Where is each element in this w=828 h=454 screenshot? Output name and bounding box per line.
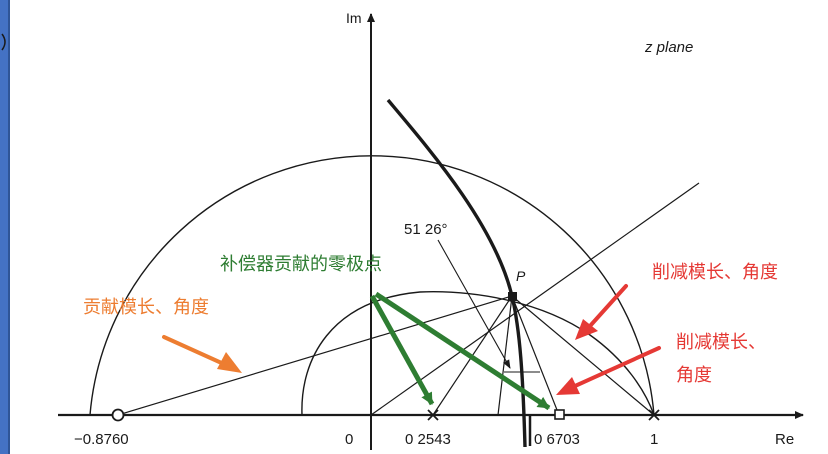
unit-circle-arc xyxy=(89,155,655,416)
pole-marker-1 xyxy=(648,409,660,421)
sidebar-stripe xyxy=(0,0,8,454)
pole-marker-0-2543 xyxy=(427,409,439,421)
point-p-marker xyxy=(508,292,517,301)
clipped-parenthesis xyxy=(1,33,6,51)
point-p-label: P xyxy=(516,268,526,284)
red-arrow-2 xyxy=(556,346,661,395)
re-axis-label: Re xyxy=(775,431,794,448)
root-locus-curve xyxy=(386,98,527,448)
pole-marker-0-6703 xyxy=(554,409,565,420)
tick-label-0-2543: 0 2543 xyxy=(405,431,451,448)
im-axis-label: Im xyxy=(346,10,362,26)
inner-arc xyxy=(301,291,655,416)
angle-label: 51 26° xyxy=(404,221,448,238)
compensator-note: 补偿器贡献的零极点 xyxy=(220,254,382,275)
contribute-note: 贡献模长、角度 xyxy=(83,297,209,318)
tick-label-one: 1 xyxy=(650,431,658,448)
damping-line xyxy=(370,182,700,416)
plane-title: z plane xyxy=(644,39,693,56)
vector-from-one xyxy=(511,295,655,416)
reduce-note-1: 削减模长、角度 xyxy=(652,262,778,283)
red-arrow-1 xyxy=(575,284,628,340)
green-arrow-to-0-6703 xyxy=(374,291,551,411)
tick-label-0-6703: 0 6703 xyxy=(534,431,580,448)
tick-label-zero: 0 xyxy=(345,431,353,448)
green-arrow-to-0-2543 xyxy=(369,294,435,406)
zero-marker-neg xyxy=(111,408,125,422)
sidebar-stripe-edge xyxy=(8,0,10,454)
vector-from-neg-zero xyxy=(117,295,513,416)
tick-label-neg: −0.8760 xyxy=(74,431,129,448)
vector-from-pole-b xyxy=(511,295,560,416)
reduce-note-2-line1: 削减模长、 xyxy=(676,332,766,353)
orange-arrow xyxy=(162,335,242,373)
vector-from-pole-a xyxy=(497,295,513,416)
angle-pointer xyxy=(437,239,511,369)
reduce-note-2-line2: 角度 xyxy=(676,365,712,386)
